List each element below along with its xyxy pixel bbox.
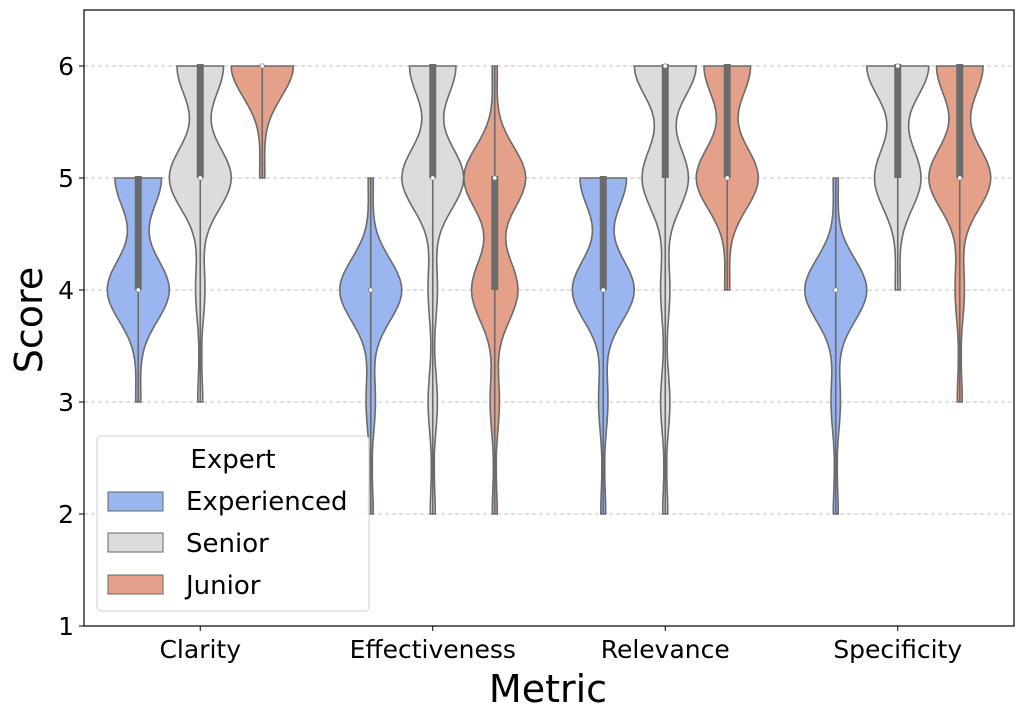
violin-median-point bbox=[957, 175, 963, 181]
violin-median-point bbox=[600, 287, 606, 293]
violin-iqr-box bbox=[599, 176, 607, 290]
violin-iqr-box bbox=[661, 64, 669, 178]
legend-label-experienced: Experienced bbox=[186, 487, 348, 517]
violin-senior-clarity bbox=[168, 64, 233, 403]
y-tick-label: 1 bbox=[58, 612, 74, 641]
violin-iqr-box bbox=[956, 64, 964, 178]
violin-median-point bbox=[724, 175, 730, 181]
legend-label-senior: Senior bbox=[186, 529, 269, 559]
violin-experienced-effectiveness bbox=[338, 177, 403, 515]
violins bbox=[106, 63, 992, 515]
violin-median-point bbox=[368, 287, 374, 293]
violin-iqr-box bbox=[429, 64, 437, 178]
y-axis-ticks: 1 2 3 4 5 6 bbox=[58, 52, 84, 641]
x-axis-ticks: Clarity Effectiveness Relevance Specificity bbox=[159, 626, 962, 664]
violin-experienced-specificity bbox=[803, 177, 868, 515]
x-axis-label: Metric bbox=[489, 667, 607, 711]
y-tick-label: 5 bbox=[58, 164, 74, 193]
x-tick-label: Specificity bbox=[833, 635, 962, 664]
y-tick-label: 3 bbox=[58, 388, 74, 417]
violin-senior-specificity bbox=[865, 63, 930, 291]
violin-iqr-box bbox=[894, 64, 902, 178]
violin-median-point bbox=[662, 63, 668, 69]
violin-median-point bbox=[197, 175, 203, 181]
violin-median-point bbox=[895, 63, 901, 69]
violin-median-point bbox=[492, 175, 498, 181]
violin-junior-effectiveness bbox=[462, 65, 527, 515]
x-tick-label: Effectiveness bbox=[350, 635, 516, 664]
legend-title: Expert bbox=[190, 445, 275, 475]
legend-swatch-experienced bbox=[107, 491, 164, 512]
legend-swatch-junior bbox=[107, 574, 164, 595]
y-tick-label: 4 bbox=[58, 276, 74, 305]
legend-box bbox=[96, 435, 370, 612]
y-tick-label: 6 bbox=[58, 52, 74, 81]
violin-junior-specificity bbox=[927, 64, 992, 403]
legend-label-junior: Junior bbox=[184, 571, 261, 601]
violin-iqr-box bbox=[196, 64, 204, 178]
y-axis-label: Score bbox=[7, 267, 51, 373]
violin-median-point bbox=[430, 175, 436, 181]
violin-iqr-box bbox=[491, 176, 499, 290]
x-tick-label: Clarity bbox=[159, 635, 241, 664]
violin-senior-effectiveness bbox=[400, 64, 465, 515]
violin-median-point bbox=[833, 287, 839, 293]
violin-experienced-clarity bbox=[106, 176, 171, 403]
violin-iqr-box bbox=[723, 64, 731, 178]
violin-experienced-relevance bbox=[571, 176, 636, 515]
violin-iqr-box bbox=[134, 176, 142, 290]
violin-median-point bbox=[135, 287, 141, 293]
x-tick-label: Relevance bbox=[601, 635, 730, 664]
y-tick-label: 2 bbox=[58, 500, 74, 529]
legend-swatch-senior bbox=[107, 532, 164, 553]
legend: Expert Experienced Senior Junior bbox=[96, 435, 370, 612]
violin-junior-clarity bbox=[230, 63, 295, 179]
violin-median-point bbox=[259, 63, 265, 69]
violin-junior-relevance bbox=[695, 64, 760, 291]
violin-senior-relevance bbox=[633, 63, 698, 515]
plot-frame bbox=[83, 9, 1015, 627]
